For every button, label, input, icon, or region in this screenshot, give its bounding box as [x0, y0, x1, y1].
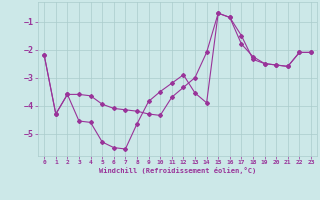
X-axis label: Windchill (Refroidissement éolien,°C): Windchill (Refroidissement éolien,°C) [99, 167, 256, 174]
